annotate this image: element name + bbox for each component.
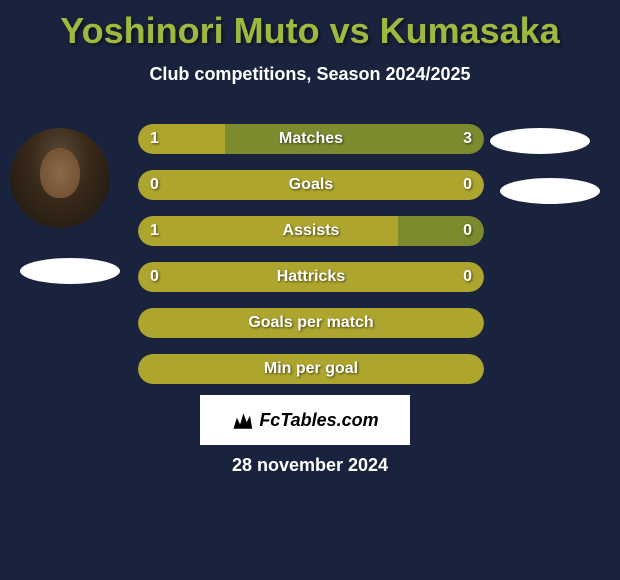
- page-subtitle: Club competitions, Season 2024/2025: [0, 64, 620, 85]
- stat-label: Goals: [138, 170, 484, 200]
- stat-row: 1Assists0: [138, 216, 484, 246]
- site-logo-text: FcTables.com: [259, 410, 378, 431]
- site-logo: FcTables.com: [200, 395, 410, 445]
- stat-row: Goals per match: [138, 308, 484, 338]
- stats-container: 1Matches30Goals01Assists00Hattricks0Goal…: [138, 124, 484, 400]
- stat-row: 1Matches3: [138, 124, 484, 154]
- stat-row: 0Goals0: [138, 170, 484, 200]
- page-title: Yoshinori Muto vs Kumasaka: [0, 0, 620, 52]
- stat-value-right: 0: [463, 170, 472, 200]
- date-label: 28 november 2024: [0, 455, 620, 476]
- player-right-badge-2: [500, 178, 600, 204]
- stat-label: Goals per match: [138, 308, 484, 338]
- stat-label: Hattricks: [138, 262, 484, 292]
- stat-value-right: 3: [463, 124, 472, 154]
- player-left-avatar: [10, 128, 110, 228]
- stat-label: Min per goal: [138, 354, 484, 384]
- stat-row: 0Hattricks0: [138, 262, 484, 292]
- stat-value-right: 0: [463, 216, 472, 246]
- player-left-badge: [20, 258, 120, 284]
- stat-row: Min per goal: [138, 354, 484, 384]
- stat-label: Matches: [138, 124, 484, 154]
- stat-label: Assists: [138, 216, 484, 246]
- player-right-badge-1: [490, 128, 590, 154]
- stat-value-right: 0: [463, 262, 472, 292]
